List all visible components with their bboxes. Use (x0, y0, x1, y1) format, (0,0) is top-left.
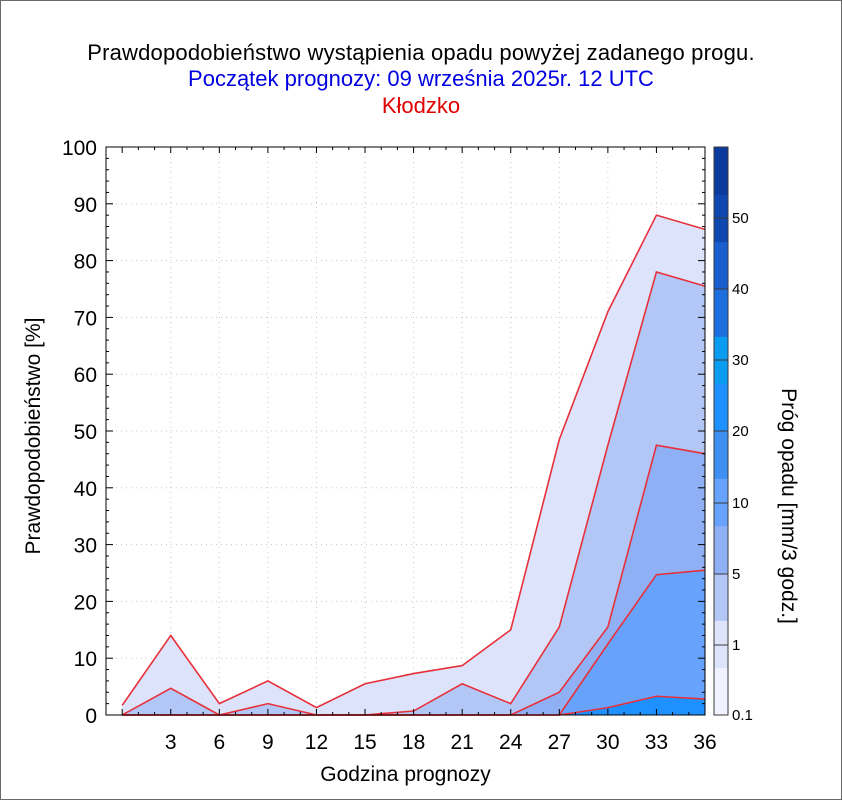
x-axis-ticks: 3 6 9 12 15 18 21 24 27 30 33 36 (165, 731, 717, 754)
x-tick-label: 36 (693, 731, 716, 754)
colorbar-segment (714, 667, 728, 716)
axes (105, 146, 706, 716)
colorbar-tick-label: 30 (732, 352, 749, 369)
colorbar-tick-label: 20 (732, 423, 749, 440)
area-series-0 (122, 215, 705, 715)
colorbar: 0.1 1 5 10 20 30 40 50 (713, 146, 753, 724)
x-tick-label: 9 (262, 731, 274, 754)
colorbar-segment (714, 478, 728, 527)
colorbar-tick-label: 5 (732, 566, 740, 583)
y-tick-label: 40 (74, 478, 97, 501)
colorbar-segment (714, 525, 728, 574)
x-axis-label: Godzina prognozy (320, 763, 491, 786)
colorbar-tick-label: 0.1 (732, 707, 753, 724)
x-tick-label: 21 (450, 731, 473, 754)
x-tick-label: 27 (548, 731, 571, 754)
colorbar-segment (714, 147, 728, 195)
x-tick-label: 15 (353, 731, 376, 754)
y-tick-label: 90 (74, 194, 97, 217)
y-tick-label: 70 (74, 307, 97, 330)
y-axis-label: Prawdopodobieństwo [%] (22, 318, 45, 555)
y-tick-label: 20 (74, 591, 97, 614)
chart-subtitle: Początek prognozy: 09 września 2025r. 12… (188, 66, 654, 91)
x-tick-label: 18 (402, 731, 425, 754)
y-tick-label: 100 (62, 137, 97, 160)
colorbar-segment (714, 383, 728, 432)
colorbar-tick-label: 40 (732, 281, 749, 298)
x-tick-label: 30 (596, 731, 619, 754)
y-axis-ticks: 0 10 20 30 40 50 60 70 80 90 100 (62, 137, 97, 728)
colorbar-label: Próg opadu [mm/3 godz.] (777, 388, 800, 624)
x-tick-label: 3 (165, 731, 177, 754)
x-tick-label: 12 (305, 731, 328, 754)
colorbar-segment (714, 289, 728, 337)
y-tick-label: 10 (74, 648, 97, 671)
colorbar-segment (714, 431, 728, 479)
x-tick-label: 33 (645, 731, 668, 754)
area-series-4 (122, 696, 705, 715)
x-tick-label: 24 (499, 731, 523, 754)
colorbar-tick-label: 10 (732, 495, 749, 512)
chart-title: Prawdopodobieństwo wystąpienia opadu pow… (87, 40, 755, 65)
colorbar-tick-label: 1 (732, 637, 740, 654)
area-series (122, 215, 705, 715)
colorbar-segment (714, 573, 728, 621)
y-tick-label: 50 (74, 421, 97, 444)
colorbar-segment (714, 241, 728, 290)
y-tick-label: 80 (74, 251, 97, 274)
y-tick-label: 60 (74, 364, 97, 387)
y-tick-label: 30 (74, 535, 97, 558)
station-name: Kłodzko (381, 93, 461, 118)
x-tick-label: 6 (213, 731, 225, 754)
series-line-0 (121, 214, 706, 709)
y-tick-label: 0 (85, 705, 97, 728)
colorbar-tick-label: 50 (732, 210, 749, 227)
colorbar-segment (714, 620, 728, 669)
